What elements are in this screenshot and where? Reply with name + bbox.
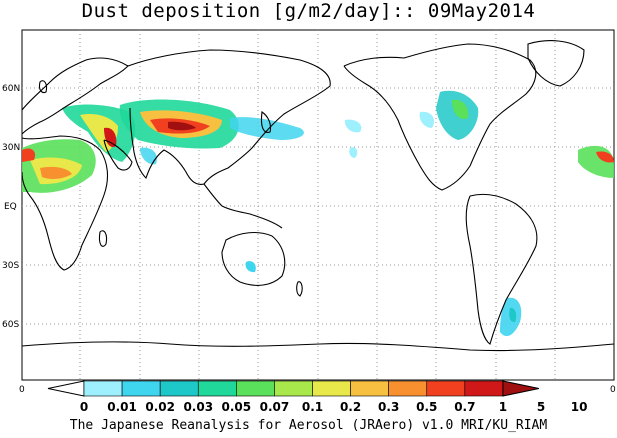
coastlines bbox=[21, 40, 615, 352]
coast-greenland bbox=[527, 40, 585, 87]
colorbar-label: 0.07 bbox=[260, 400, 290, 414]
coast-se-asia bbox=[203, 183, 283, 229]
shade-india bbox=[140, 147, 157, 165]
dust-shading bbox=[22, 90, 614, 337]
coast-antarctica bbox=[21, 341, 615, 352]
colorbar-box bbox=[388, 380, 428, 397]
shade-w-africa bbox=[22, 148, 36, 162]
colorbar-box bbox=[159, 380, 199, 397]
colorbar-box bbox=[274, 380, 313, 397]
colorbar-box bbox=[426, 380, 466, 397]
coast-samerica bbox=[465, 193, 538, 345]
colorbar-box bbox=[464, 380, 504, 397]
colorbar-arrow-left bbox=[47, 380, 85, 397]
shade-pacific-2 bbox=[349, 147, 358, 158]
coast-nz bbox=[296, 281, 303, 297]
colorbar-label: 0.1 bbox=[302, 400, 323, 414]
colorbar-label: 5 bbox=[537, 400, 545, 414]
colorbar-label: 0.01 bbox=[107, 400, 137, 414]
colorbar-label: 0 bbox=[80, 400, 88, 414]
colorbar: 0 0.01 0.02 0.03 0.05 0.07 0.1 0.2 0.3 0.5 0.7 1 5 10 bbox=[47, 380, 588, 414]
lat-label-eq: EQ bbox=[4, 202, 17, 212]
map-title: Dust deposition [g/m2/day]:: 09May2014 bbox=[81, 0, 536, 22]
lat-label-60s: 60S bbox=[2, 320, 19, 330]
coast-africa bbox=[21, 135, 109, 271]
lat-label-30s: 30S bbox=[2, 261, 19, 271]
colorbar-label: 0.3 bbox=[378, 400, 399, 414]
colorbar-box bbox=[350, 380, 389, 397]
colorbar-label: 10 bbox=[571, 400, 588, 414]
colorbar-label: 0.2 bbox=[340, 400, 361, 414]
shade-namerica-south bbox=[419, 111, 435, 128]
footer-credit: The Japanese Reanalysis for Aerosol (JRA… bbox=[69, 418, 548, 433]
shade-namerica-core bbox=[452, 99, 469, 120]
colorbar-arrow-right bbox=[502, 380, 540, 397]
colorbar-label: 1 bbox=[499, 400, 507, 414]
colorbar-box bbox=[312, 380, 351, 397]
shade-east-edge-core bbox=[596, 151, 614, 163]
lon-label-left: 0 bbox=[19, 385, 25, 395]
colorbar-box bbox=[197, 380, 237, 397]
colorbar-box bbox=[121, 380, 161, 397]
coast-namerica bbox=[343, 43, 537, 191]
colorbar-label: 0.05 bbox=[222, 400, 252, 414]
lat-label-30n: 30N bbox=[2, 143, 20, 153]
coast-australia bbox=[221, 231, 286, 286]
shade-australia bbox=[245, 261, 256, 273]
colorbar-box bbox=[236, 380, 275, 397]
lon-label-right: 0 bbox=[610, 385, 616, 395]
colorbar-box bbox=[83, 380, 123, 397]
shade-sahara-core bbox=[40, 166, 72, 179]
shade-patagonia-core bbox=[509, 307, 517, 323]
shade-pacific-1 bbox=[344, 119, 362, 133]
graticule bbox=[22, 30, 614, 380]
shade-east-asia bbox=[230, 117, 304, 140]
colorbar-label: 0.03 bbox=[183, 400, 213, 414]
coast-europe bbox=[21, 57, 129, 135]
colorbar-label: 0.02 bbox=[145, 400, 175, 414]
coast-asia bbox=[127, 49, 331, 185]
shade-casia-peak bbox=[168, 121, 196, 131]
coast-japan bbox=[260, 111, 272, 133]
colorbar-label: 0.7 bbox=[454, 400, 475, 414]
coast-madagascar bbox=[98, 230, 108, 247]
lat-label-60n: 60N bbox=[2, 84, 20, 94]
coast-uk bbox=[38, 80, 48, 94]
colorbar-label: 0.5 bbox=[416, 400, 437, 414]
coast-arabia bbox=[103, 139, 133, 171]
shade-arabia-core bbox=[104, 127, 117, 148]
